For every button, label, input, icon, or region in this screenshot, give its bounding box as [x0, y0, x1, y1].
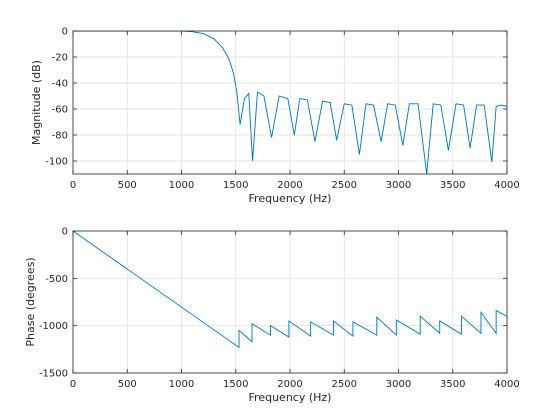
phase-xtick-label: 2000 [277, 379, 302, 390]
magnitude-xtick-label: 1000 [169, 180, 194, 191]
phase-ytick-label: 0 [62, 227, 68, 238]
magnitude-xtick-label: 2500 [332, 180, 357, 191]
magnitude-ytick-label: -60 [52, 105, 68, 116]
phase-xtick-label: 3000 [386, 379, 411, 390]
phase-ytick-label: -1500 [39, 369, 68, 380]
magnitude-ytick-label: -20 [52, 53, 68, 64]
phase-ytick-label: -500 [45, 274, 68, 285]
phase-series-line [73, 231, 507, 349]
magnitude-plot: 0 500 1000 1500 2000 2500 3000 3500 4000 0 -20 -40 -… [30, 27, 520, 206]
magnitude-xtick-label: 2000 [277, 180, 302, 191]
magnitude-xtick-label: 500 [118, 180, 137, 191]
magnitude-ytick-label: 0 [62, 27, 68, 38]
magnitude-ytick-label: -80 [52, 131, 68, 142]
magnitude-series-line [73, 31, 507, 174]
magnitude-xtick-label: 0 [70, 180, 76, 191]
phase-xtick-label: 4000 [494, 379, 519, 390]
phase-xtick-label: 2500 [332, 379, 357, 390]
phase-xtick-label: 3500 [440, 379, 465, 390]
phase-xlabel: Frequency (Hz) [249, 391, 332, 404]
phase-xtick-label: 1500 [223, 379, 248, 390]
magnitude-ytick-label: -40 [52, 79, 68, 90]
magnitude-xtick-label: 3500 [440, 180, 465, 191]
magnitude-ylabel: Magnitude (dB) [30, 60, 43, 145]
magnitude-xtick-label: 3000 [386, 180, 411, 191]
phase-ytick-label: -1000 [39, 321, 68, 332]
phase-ylabel: Phase (degrees) [24, 257, 37, 346]
magnitude-xtick-label: 1500 [223, 180, 248, 191]
phase-plot: 0 500 1000 1500 2000 2500 3000 3500 4000 0 -500 -10… [24, 227, 520, 405]
phase-xtick-label: 500 [118, 379, 137, 390]
magnitude-ytick-label: -100 [45, 157, 68, 168]
magnitude-xlabel: Frequency (Hz) [249, 192, 332, 205]
phase-xtick-label: 0 [70, 379, 76, 390]
phase-xtick-label: 1000 [169, 379, 194, 390]
magnitude-xtick-label: 4000 [494, 180, 519, 191]
